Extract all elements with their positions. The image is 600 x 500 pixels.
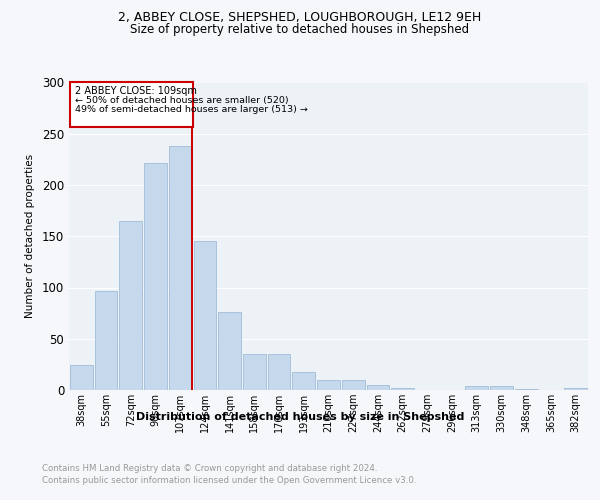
Text: ← 50% of detached houses are smaller (520): ← 50% of detached houses are smaller (52… <box>75 96 289 105</box>
Text: Distribution of detached houses by size in Shepshed: Distribution of detached houses by size … <box>136 412 464 422</box>
Bar <box>515 389 538 390</box>
Bar <box>144 164 167 390</box>
Text: 49% of semi-detached houses are larger (513) →: 49% of semi-detached houses are larger (… <box>75 105 308 114</box>
Bar <box>119 221 142 390</box>
Bar <box>466 386 488 390</box>
Bar <box>367 385 389 390</box>
Bar <box>268 354 290 390</box>
FancyBboxPatch shape <box>70 82 193 126</box>
Bar <box>70 366 93 390</box>
Text: 2 ABBEY CLOSE: 109sqm: 2 ABBEY CLOSE: 109sqm <box>75 86 197 96</box>
Y-axis label: Number of detached properties: Number of detached properties <box>25 154 35 318</box>
Bar <box>490 386 513 390</box>
Bar <box>564 388 587 390</box>
Bar <box>194 242 216 390</box>
Bar <box>95 290 118 390</box>
Bar <box>292 372 315 390</box>
Text: Contains public sector information licensed under the Open Government Licence v3: Contains public sector information licen… <box>42 476 416 485</box>
Bar <box>317 380 340 390</box>
Bar <box>218 312 241 390</box>
Bar <box>342 380 365 390</box>
Bar <box>243 354 266 390</box>
Bar <box>391 388 414 390</box>
Bar <box>169 146 191 390</box>
Text: 2, ABBEY CLOSE, SHEPSHED, LOUGHBOROUGH, LE12 9EH: 2, ABBEY CLOSE, SHEPSHED, LOUGHBOROUGH, … <box>118 11 482 24</box>
Text: Contains HM Land Registry data © Crown copyright and database right 2024.: Contains HM Land Registry data © Crown c… <box>42 464 377 473</box>
Text: Size of property relative to detached houses in Shepshed: Size of property relative to detached ho… <box>130 22 470 36</box>
